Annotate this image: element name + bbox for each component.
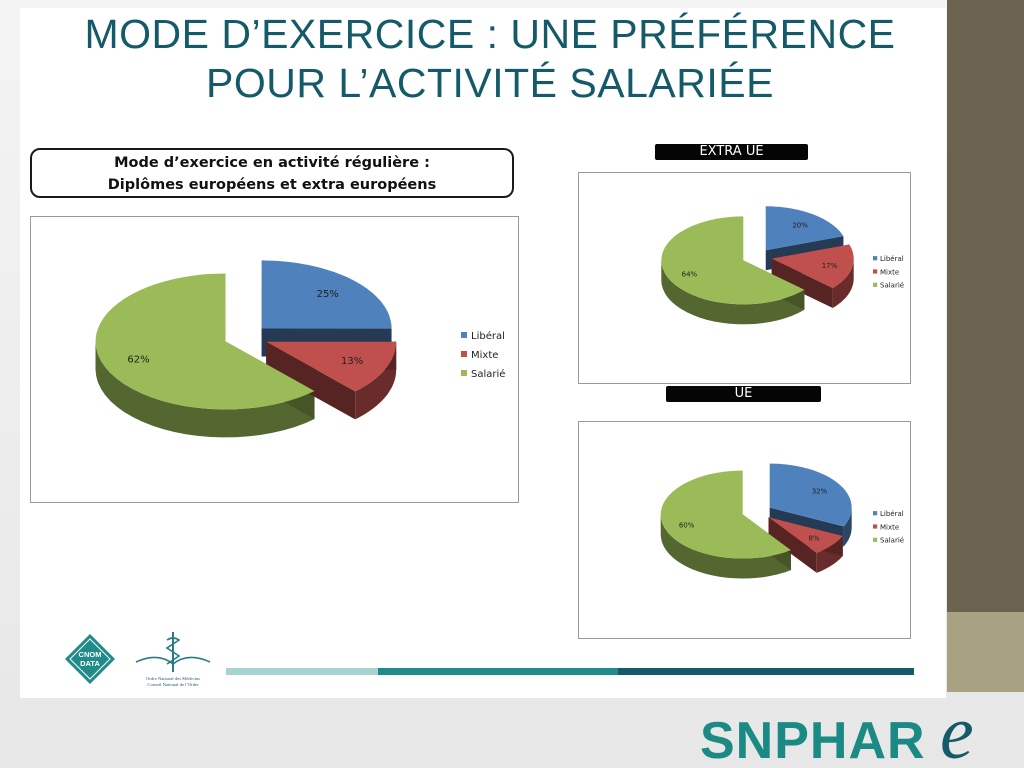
pie-label-libéral: 25% bbox=[317, 289, 339, 300]
slide-title-line2: POUR L’ACTIVITÉ SALARIÉE bbox=[206, 60, 774, 106]
chart-caption-box: Mode d’exercice en activité régulière : … bbox=[30, 148, 514, 198]
legend-swatch-salarié bbox=[873, 282, 878, 287]
data-text: DATA bbox=[80, 659, 100, 668]
pie-slice-mixte bbox=[771, 244, 854, 288]
pie-wall-salarié bbox=[661, 260, 805, 325]
slide-title: MODE D’EXERCICE : UNE PRÉFÉRENCE POUR L’… bbox=[40, 10, 940, 108]
pie-cut-mixte bbox=[771, 258, 833, 309]
pie-label-libéral: 20% bbox=[792, 222, 808, 230]
pie-cut-mixte bbox=[266, 341, 356, 420]
ue-pie-chart: 32% 8% 60% Libéral Mixte Salarié bbox=[660, 463, 904, 579]
extra-ue-tag: EXTRA UE bbox=[655, 144, 808, 160]
pie-slice-libéral bbox=[261, 260, 392, 329]
main-chart-frame: 25% 13% 62% Libéral Mixte Salarié bbox=[30, 216, 519, 503]
pie-wall-salarié bbox=[660, 514, 791, 579]
legend-label-libéral: Libéral bbox=[880, 255, 904, 263]
legend-swatch-libéral bbox=[873, 511, 878, 516]
legend-label-mixte: Mixte bbox=[471, 350, 498, 361]
snphar-text: SNPHAR bbox=[700, 712, 926, 766]
footer-bar-light bbox=[226, 668, 378, 675]
footer-bar-dark bbox=[618, 668, 914, 675]
cnom-text: CNOM bbox=[79, 650, 102, 659]
pie-slice-mixte bbox=[768, 517, 843, 553]
snphar-e: e bbox=[940, 700, 974, 766]
legend-label-salarié: Salarié bbox=[880, 282, 904, 290]
extra-ue-chart-frame: 20% 17% 64% Libéral Mixte Salarié bbox=[578, 172, 911, 384]
main-pie-chart: 25% 13% 62% Libéral Mixte Salarié bbox=[95, 260, 505, 438]
pie-slice-libéral bbox=[765, 206, 844, 251]
pie-wall-mixte bbox=[832, 258, 854, 308]
pie-label-salarié: 60% bbox=[679, 521, 695, 529]
pie-slice-salarié bbox=[95, 273, 315, 410]
legend-swatch-libéral bbox=[873, 256, 878, 261]
legend-label-libéral: Libéral bbox=[471, 330, 505, 342]
legend-swatch-mixte bbox=[461, 351, 467, 357]
legend-swatch-mixte bbox=[873, 269, 878, 274]
ue-chart-frame: 32% 8% 60% Libéral Mixte Salarié bbox=[578, 421, 911, 639]
ue-tag: UE bbox=[666, 386, 821, 402]
pie-label-salarié: 62% bbox=[127, 355, 149, 366]
legend-swatch-libéral bbox=[461, 332, 467, 338]
pie-label-salarié: 64% bbox=[682, 270, 698, 278]
pie-wall-salarié bbox=[95, 341, 315, 438]
legend-swatch-salarié bbox=[873, 537, 878, 542]
ordre-medecins-logo: Ordre National des Médecins Conseil Nati… bbox=[135, 632, 211, 687]
pie-slice-mixte bbox=[266, 341, 397, 392]
pie-slice-libéral bbox=[769, 463, 852, 527]
pie-label-libéral: 32% bbox=[812, 488, 828, 496]
snphar-logo: SNPHAR e bbox=[700, 700, 974, 766]
cnom-data-logo: CNOM DATA bbox=[65, 634, 115, 684]
caption-line1: Mode d’exercice en activité régulière : bbox=[114, 155, 430, 171]
side-band-light bbox=[947, 612, 1024, 692]
legend-label-salarié: Salarié bbox=[471, 368, 505, 380]
pie-label-mixte: 13% bbox=[341, 356, 363, 367]
pie-cut-mixte bbox=[768, 517, 817, 573]
slide-title-line1: MODE D’EXERCICE : UNE PRÉFÉRENCE bbox=[84, 11, 896, 57]
legend-label-mixte: Mixte bbox=[880, 268, 899, 276]
pie-label-mixte: 8% bbox=[808, 535, 819, 543]
legend-swatch-salarié bbox=[461, 370, 467, 376]
pie-label-mixte: 17% bbox=[822, 262, 838, 270]
pie-slice-salarié bbox=[660, 470, 791, 559]
footer-bar-mid bbox=[378, 668, 618, 675]
legend-label-mixte: Mixte bbox=[880, 523, 899, 531]
legend-label-libéral: Libéral bbox=[880, 510, 904, 518]
legend-label-salarié: Salarié bbox=[880, 537, 904, 545]
ordre-line1: Ordre National des Médecins bbox=[146, 676, 200, 681]
ordre-line2: Conseil National de l’Ordre bbox=[147, 682, 198, 687]
side-band-dark bbox=[947, 0, 1024, 612]
caption-line2: Diplômes européens et extra européens bbox=[107, 177, 437, 193]
pie-slice-salarié bbox=[661, 216, 805, 305]
legend-swatch-mixte bbox=[873, 524, 878, 529]
pie-wall-libéral bbox=[843, 507, 852, 547]
pie-wall-mixte bbox=[355, 341, 397, 420]
extra-ue-pie-chart: 20% 17% 64% Libéral Mixte Salarié bbox=[661, 206, 904, 325]
